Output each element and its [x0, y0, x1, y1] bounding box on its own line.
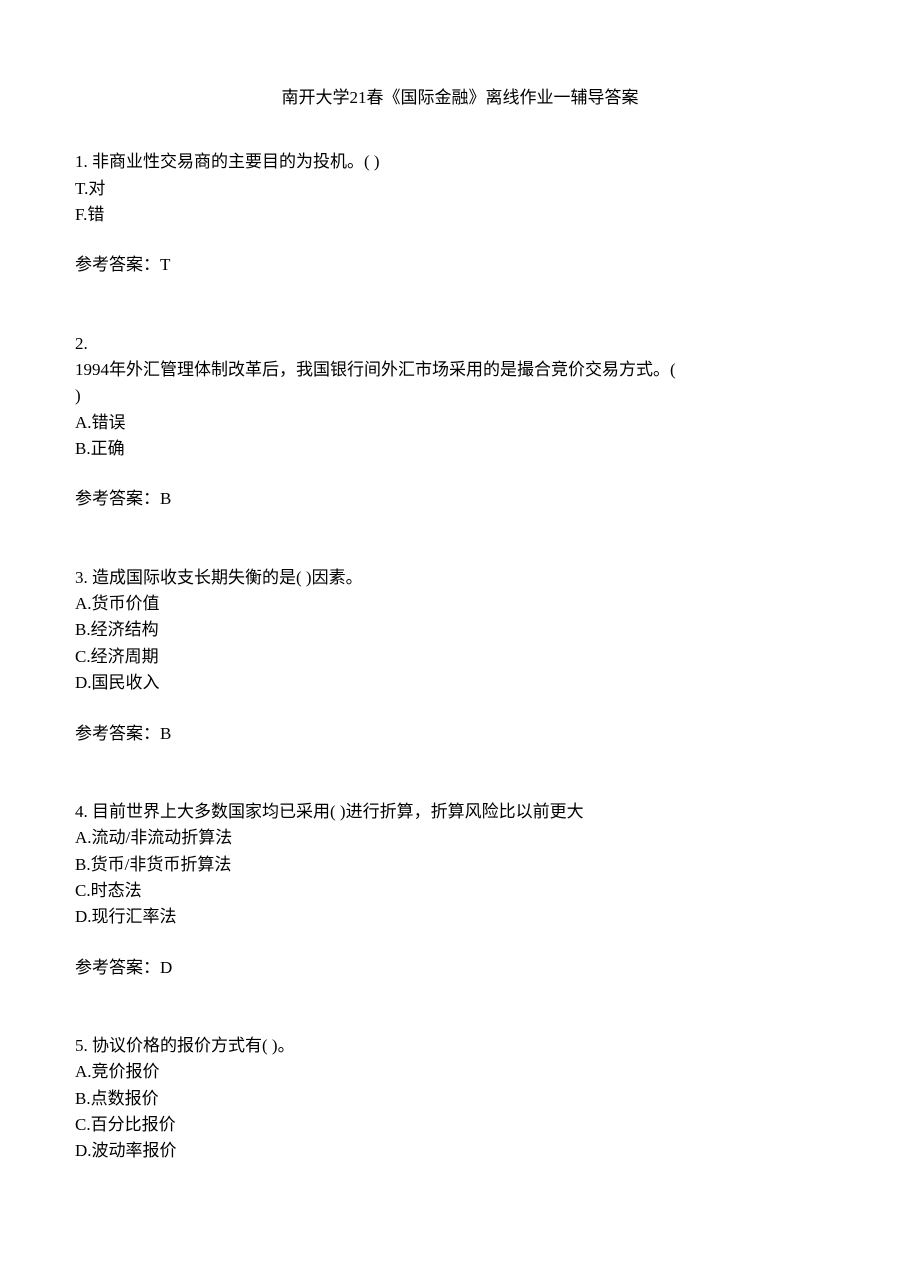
option-label: B. — [75, 620, 91, 639]
option-label: A. — [75, 1062, 92, 1081]
option-line: C.经济周期 — [75, 644, 845, 670]
option-line: T.对 — [75, 176, 845, 202]
question-stem-line: 1994年外汇管理体制改革后，我国银行间外汇市场采用的是撮合竞价交易方式。( — [75, 357, 845, 383]
option-line: B.点数报价 — [75, 1086, 845, 1112]
option-line: F.错 — [75, 202, 845, 228]
option-label: F. — [75, 205, 87, 224]
question-number: 4. — [75, 802, 88, 821]
option-text: 错 — [87, 205, 104, 224]
option-text: 波动率报价 — [92, 1141, 177, 1160]
option-text: 错误 — [92, 413, 126, 432]
question-stem: 5. 协议价格的报价方式有( )。 — [75, 1033, 845, 1059]
option-text: 点数报价 — [91, 1089, 159, 1108]
question-block: 2. 1994年外汇管理体制改革后，我国银行间外汇市场采用的是撮合竞价交易方式。… — [75, 331, 845, 513]
option-line: A.竞价报价 — [75, 1059, 845, 1085]
option-line: D.波动率报价 — [75, 1138, 845, 1164]
option-label: A. — [75, 594, 92, 613]
question-number: 3. — [75, 568, 88, 587]
question-block: 5. 协议价格的报价方式有( )。 A.竞价报价 B.点数报价 C.百分比报价 … — [75, 1033, 845, 1165]
option-label: B. — [75, 855, 91, 874]
option-line: C.百分比报价 — [75, 1112, 845, 1138]
option-line: B.正确 — [75, 436, 845, 462]
answer-line: 参考答案：B — [75, 486, 845, 512]
question-text: 非商业性交易商的主要目的为投机。( ) — [92, 152, 380, 171]
option-line: A.货币价值 — [75, 591, 845, 617]
answer-label: 参考答案： — [75, 255, 160, 274]
question-block: 1. 非商业性交易商的主要目的为投机。( ) T.对 F.错 参考答案：T — [75, 149, 845, 278]
answer-value: D — [160, 958, 172, 977]
question-stem: 1. 非商业性交易商的主要目的为投机。( ) — [75, 149, 845, 175]
option-label: C. — [75, 1115, 91, 1134]
option-text: 对 — [88, 179, 105, 198]
answer-line: 参考答案：D — [75, 955, 845, 981]
option-line: A.流动/非流动折算法 — [75, 825, 845, 851]
option-line: A.错误 — [75, 410, 845, 436]
option-text: 流动/非流动折算法 — [92, 828, 233, 847]
option-label: C. — [75, 881, 91, 900]
question-stem: 3. 造成国际收支长期失衡的是( )因素。 — [75, 565, 845, 591]
question-number: 2. — [75, 331, 845, 357]
answer-line: 参考答案：T — [75, 252, 845, 278]
option-text: 货币价值 — [92, 594, 160, 613]
option-label: B. — [75, 439, 91, 458]
option-label: D. — [75, 673, 92, 692]
document-title: 南开大学21春《国际金融》离线作业一辅导答案 — [75, 85, 845, 111]
option-label: T. — [75, 179, 88, 198]
option-line: B.经济结构 — [75, 617, 845, 643]
question-number: 1. — [75, 152, 88, 171]
question-text: 目前世界上大多数国家均已采用( )进行折算，折算风险比以前更大 — [92, 802, 584, 821]
option-label: C. — [75, 647, 91, 666]
option-label: A. — [75, 413, 92, 432]
option-text: 现行汇率法 — [92, 907, 177, 926]
answer-value: B — [160, 489, 171, 508]
question-block: 3. 造成国际收支长期失衡的是( )因素。 A.货币价值 B.经济结构 C.经济… — [75, 565, 845, 747]
option-line: D.国民收入 — [75, 670, 845, 696]
question-text: 协议价格的报价方式有( )。 — [92, 1036, 295, 1055]
option-line: C.时态法 — [75, 878, 845, 904]
answer-label: 参考答案： — [75, 958, 160, 977]
answer-value: B — [160, 724, 171, 743]
question-stem-line: ) — [75, 383, 845, 409]
option-text: 经济周期 — [91, 647, 159, 666]
answer-line: 参考答案：B — [75, 721, 845, 747]
question-stem: 4. 目前世界上大多数国家均已采用( )进行折算，折算风险比以前更大 — [75, 799, 845, 825]
answer-label: 参考答案： — [75, 724, 160, 743]
option-line: B.货币/非货币折算法 — [75, 852, 845, 878]
answer-label: 参考答案： — [75, 489, 160, 508]
option-text: 百分比报价 — [91, 1115, 176, 1134]
document-page: 南开大学21春《国际金融》离线作业一辅导答案 1. 非商业性交易商的主要目的为投… — [0, 0, 920, 1277]
option-line: D.现行汇率法 — [75, 904, 845, 930]
question-text: 造成国际收支长期失衡的是( )因素。 — [92, 568, 363, 587]
option-label: D. — [75, 1141, 92, 1160]
option-text: 经济结构 — [91, 620, 159, 639]
answer-value: T — [160, 255, 170, 274]
option-text: 竞价报价 — [92, 1062, 160, 1081]
option-label: A. — [75, 828, 92, 847]
option-text: 正确 — [91, 439, 125, 458]
option-text: 货币/非货币折算法 — [91, 855, 232, 874]
option-label: B. — [75, 1089, 91, 1108]
option-text: 时态法 — [91, 881, 142, 900]
question-block: 4. 目前世界上大多数国家均已采用( )进行折算，折算风险比以前更大 A.流动/… — [75, 799, 845, 981]
question-number: 5. — [75, 1036, 88, 1055]
option-text: 国民收入 — [92, 673, 160, 692]
option-label: D. — [75, 907, 92, 926]
